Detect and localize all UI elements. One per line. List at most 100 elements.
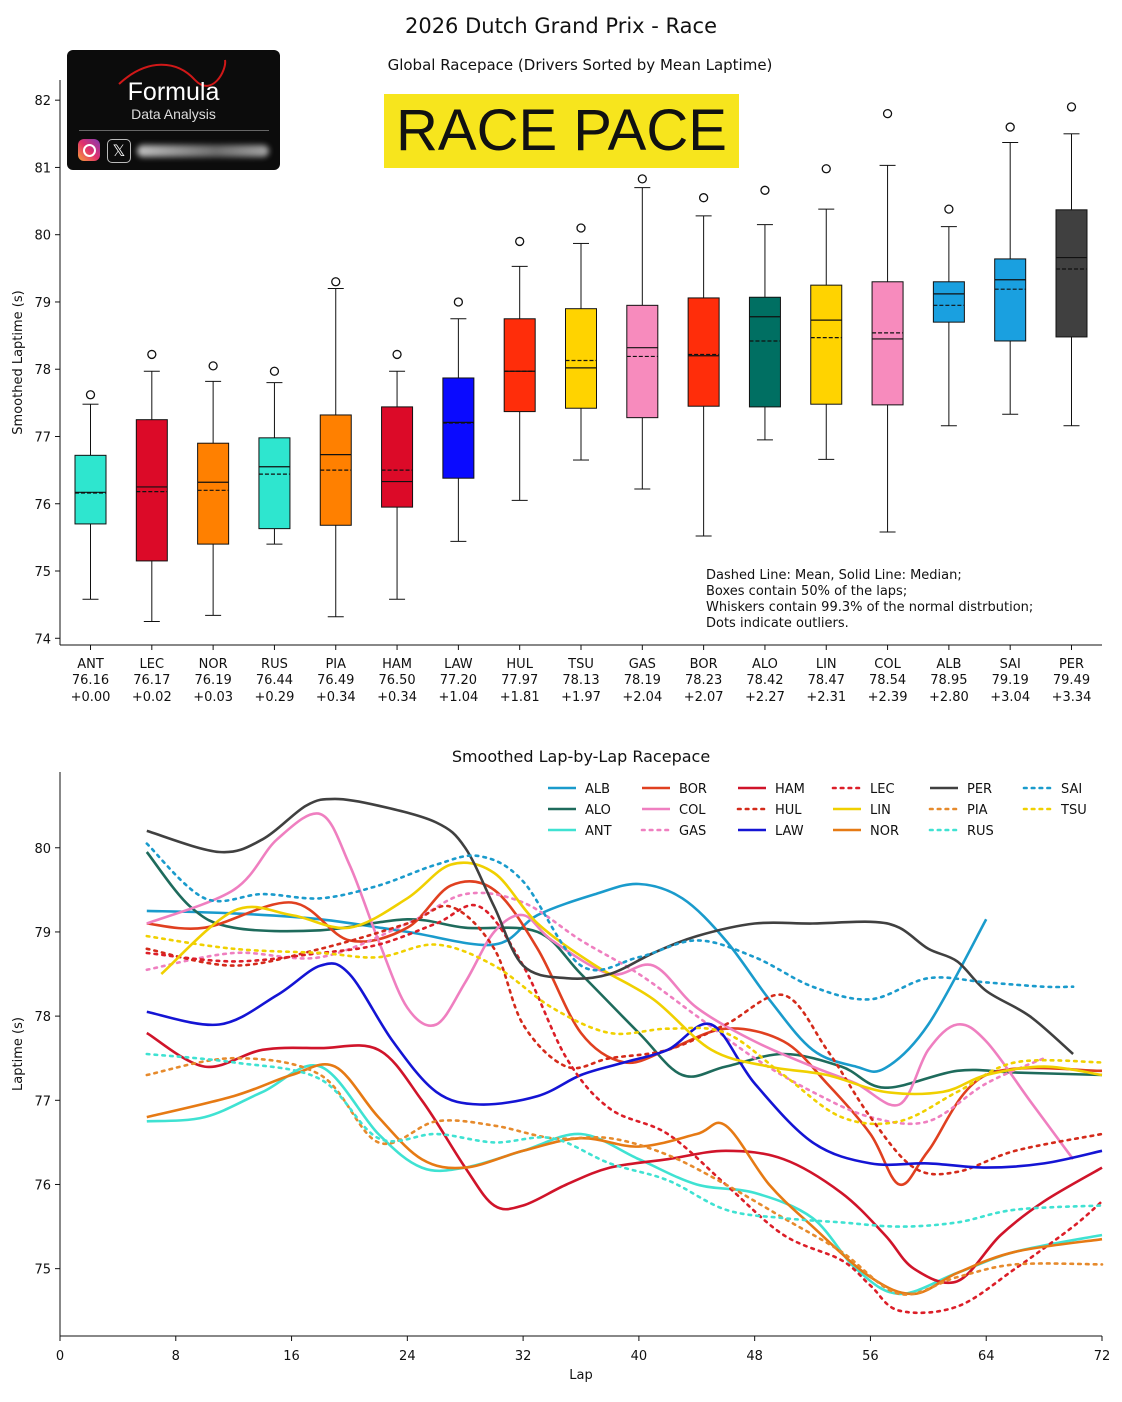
x-tick-label-mean: 76.44 — [256, 673, 293, 688]
iqr-box — [687, 297, 720, 407]
legend-label: HUL — [775, 803, 802, 818]
legend-label: PIA — [967, 803, 988, 818]
x-tick-label-driver: TSU — [567, 657, 594, 672]
outlier-point — [269, 366, 280, 376]
y-tick-label: 75 — [34, 565, 51, 580]
iqr-box — [932, 281, 965, 323]
chart-note: Whiskers contain 99.3% of the normal dis… — [706, 600, 1034, 615]
outlier-point — [453, 297, 464, 307]
x-tick-label-driver: HAM — [382, 657, 412, 672]
x-tick-label-delta: +2.39 — [868, 690, 908, 705]
x-tick-label-delta: +2.80 — [929, 690, 969, 705]
y-tick-label: 80 — [34, 842, 51, 857]
logo-swoosh-icon — [118, 59, 227, 87]
series-line-bor — [146, 880, 1103, 1186]
x-tick-label-driver: PIA — [325, 657, 346, 672]
outlier-point — [331, 277, 341, 287]
y-tick-label: 79 — [34, 296, 51, 311]
outlier-point — [944, 204, 954, 214]
series-line-tsu — [145, 934, 1104, 1126]
iqr-box — [442, 377, 475, 479]
instagram-icon — [78, 139, 100, 161]
x-tick-label-mean: 78.19 — [624, 673, 661, 688]
x-tick-label-delta: +2.31 — [806, 690, 846, 705]
y-tick-label: 81 — [34, 161, 51, 176]
page-title: 2026 Dutch Grand Prix - Race — [404, 14, 718, 38]
y-tick-label: 76 — [34, 498, 51, 513]
x-tick-label: 56 — [862, 1349, 879, 1364]
x-tick-label-driver: PER — [1059, 657, 1084, 672]
x-tick-label-mean: 79.19 — [992, 673, 1029, 688]
iqr-box — [1055, 209, 1088, 338]
box-chart-title: Global Racepace (Drivers Sorted by Mean … — [387, 56, 773, 74]
x-tick-label-mean: 78.95 — [930, 673, 967, 688]
x-tick-label-driver: LEC — [140, 657, 165, 672]
box-bor — [687, 193, 720, 537]
outlier-point — [576, 223, 586, 233]
x-tick-label-mean: 78.47 — [808, 673, 845, 688]
y-tick-label: 77 — [34, 430, 51, 445]
iqr-box — [503, 318, 536, 413]
x-tick-label-mean: 78.13 — [562, 673, 599, 688]
x-tick-label-delta: +0.02 — [132, 690, 172, 705]
outlier-point — [85, 390, 96, 400]
iqr-box — [74, 454, 107, 525]
iqr-box — [626, 304, 659, 419]
legend-label: BOR — [679, 782, 707, 797]
brand-logo: Formula Data Analysis 𝕏 — [67, 50, 280, 170]
legend-label: TSU — [1060, 803, 1087, 818]
iqr-box — [381, 406, 414, 508]
y-tick-label: 76 — [34, 1178, 51, 1193]
outlier-point — [147, 349, 157, 360]
logo-word: Formula — [127, 78, 220, 106]
x-tick-label-mean: 76.19 — [195, 673, 232, 688]
box-tsu — [565, 223, 597, 461]
x-tick-label-delta: +0.00 — [71, 690, 111, 705]
box-chart: 74 75 76 77 78 79 80 81 82 Smoothed Laptime (s) AN… — [11, 80, 1102, 705]
legend-label: HAM — [775, 782, 805, 797]
x-tick-label-driver: HUL — [506, 657, 533, 672]
y-axis-label: Smoothed Laptime (s) — [11, 290, 26, 434]
x-tick-label-driver: SAI — [1000, 657, 1021, 672]
series-line-sai — [145, 842, 1075, 1001]
x-axis-label: Lap — [569, 1368, 592, 1383]
x-tick-label-delta: +0.34 — [316, 690, 356, 705]
x-tick-label: 32 — [515, 1349, 532, 1364]
y-tick-label: 78 — [34, 363, 51, 378]
iqr-box — [258, 437, 291, 530]
series-line-gas — [145, 891, 1046, 1126]
iqr-box — [565, 308, 597, 409]
x-tick-label-mean: 76.50 — [378, 673, 415, 688]
y-tick-label: 77 — [34, 1094, 51, 1109]
box-gas — [626, 174, 659, 490]
series-line-rus — [145, 1052, 1104, 1228]
x-tick-label-driver: NOR — [199, 657, 228, 672]
legend-label: NOR — [870, 824, 899, 839]
x-tick-label-driver: RUS — [261, 657, 288, 672]
box-sai — [994, 122, 1027, 415]
box-ham — [381, 349, 414, 600]
x-tick-label-mean: 77.20 — [440, 673, 477, 688]
series-line-alb — [146, 882, 988, 1073]
x-tick-label: 48 — [746, 1349, 763, 1364]
x-tick-label-delta: +0.29 — [255, 690, 295, 705]
box-lin — [810, 164, 843, 460]
x-tick-label-delta: +3.34 — [1052, 690, 1092, 705]
legend-label: SAI — [1061, 782, 1082, 797]
x-tick-label-delta: +1.81 — [500, 690, 540, 705]
x-tick-label-mean: 76.16 — [72, 673, 109, 688]
outlier-point — [1066, 102, 1077, 112]
outlier-point — [637, 174, 647, 184]
legend-label: LAW — [775, 824, 804, 839]
y-tick-label: 78 — [34, 1010, 51, 1025]
series-line-ham — [146, 1031, 1103, 1285]
x-tick-label-delta: +3.04 — [990, 690, 1030, 705]
series-line-per — [146, 797, 1074, 1055]
box-alo — [748, 185, 781, 441]
x-tick-label-driver: LIN — [816, 657, 837, 672]
x-tick-label: 40 — [631, 1349, 648, 1364]
x-tick-label-driver: GAS — [629, 657, 656, 672]
legend-label: ALO — [585, 803, 611, 818]
box-nor — [197, 361, 230, 616]
outlier-point — [760, 185, 770, 195]
